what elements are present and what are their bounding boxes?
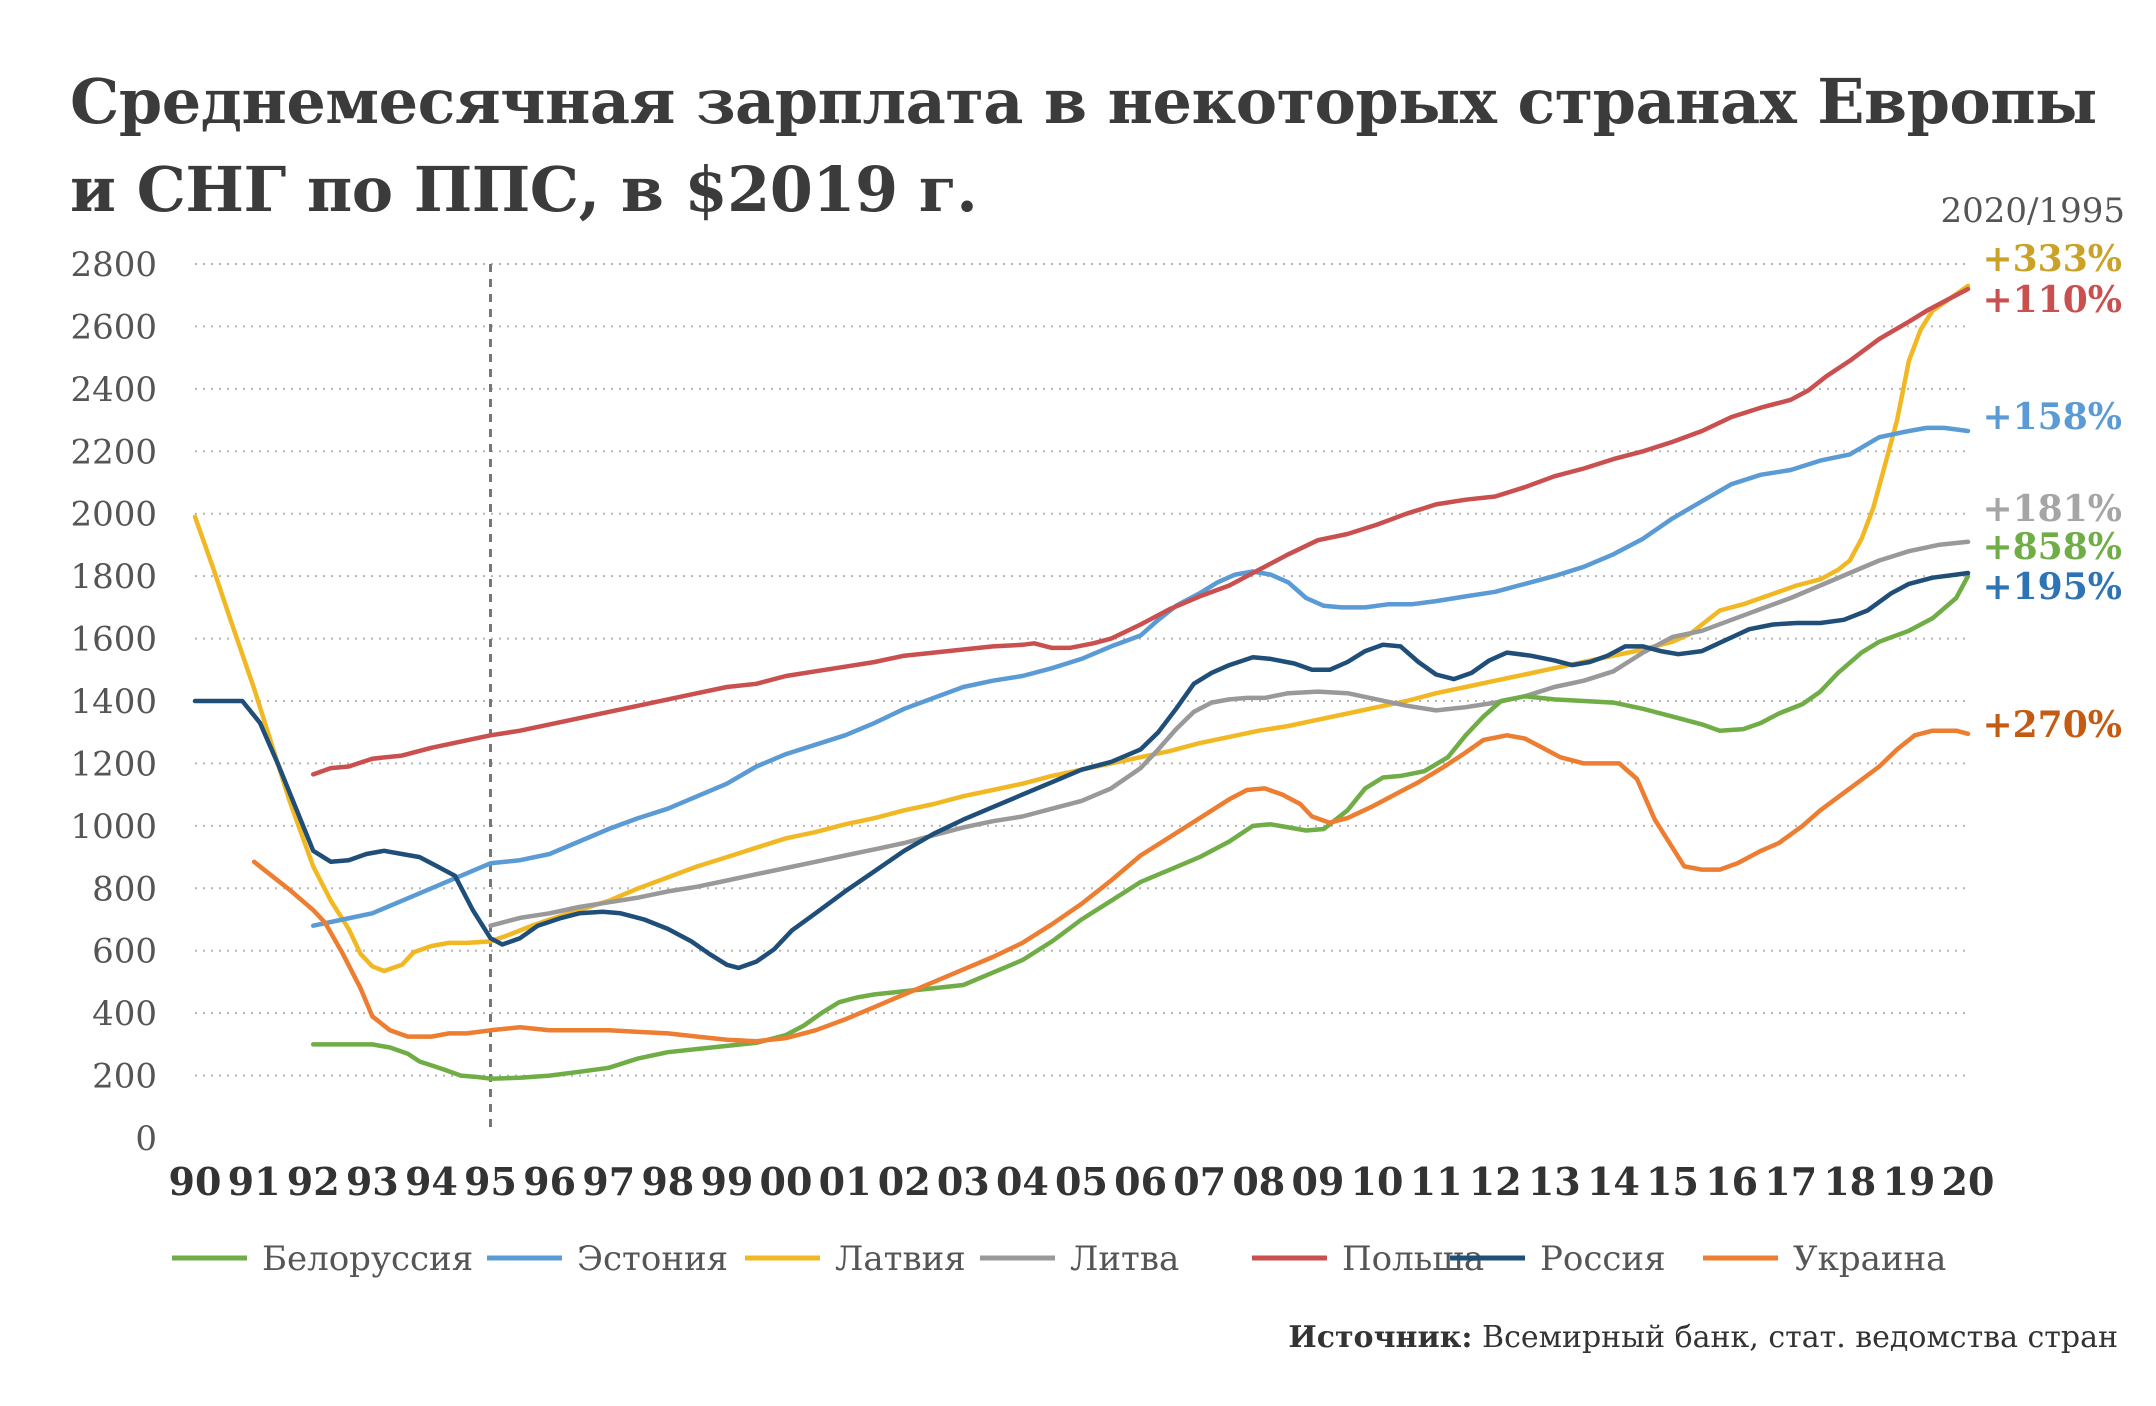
- x-tick-label: 10: [1351, 1159, 1404, 1204]
- change-label: +333%: [1982, 238, 2122, 280]
- series-line-Украина: [251, 728, 1971, 1044]
- change-label: +181%: [1982, 488, 2122, 530]
- x-tick-label: 02: [878, 1159, 931, 1204]
- x-tick-label: 12: [1469, 1159, 1522, 1204]
- y-tick-label: 400: [92, 994, 157, 1034]
- series-line-Польша: [310, 286, 1971, 777]
- x-tick-label: 14: [1587, 1159, 1640, 1204]
- change-header: 2020/1995: [1940, 191, 2125, 231]
- y-tick-label: 1800: [70, 557, 157, 597]
- gridlines: [195, 263, 1968, 1077]
- x-tick-label: 07: [1173, 1159, 1226, 1204]
- y-tick-label: 2800: [70, 245, 157, 285]
- x-tick-label: 20: [1942, 1159, 1995, 1204]
- x-tick-label: 95: [464, 1159, 517, 1204]
- legend-item-Белоруссия: Белоруссия: [172, 1239, 473, 1279]
- source-text: Всемирный банк, стат. ведомства стран: [1482, 1320, 2118, 1355]
- x-tick-label: 05: [1055, 1159, 1108, 1204]
- legend-item-Эстония: Эстония: [487, 1239, 728, 1279]
- legend-item-Украина: Украина: [1703, 1239, 1946, 1279]
- legend: Белоруссия Эстония Латвия Литва Польша Россия…: [172, 1239, 1946, 1279]
- x-tick-label: 99: [700, 1159, 753, 1204]
- x-tick-label: 01: [819, 1159, 872, 1204]
- series-line-Россия: [192, 570, 1971, 971]
- y-tick-label: 2000: [70, 495, 157, 535]
- y-tick-label: 1200: [70, 744, 157, 784]
- source-label: Источник:: [1288, 1320, 1473, 1355]
- legend-item-Латвия: Латвия: [745, 1239, 966, 1279]
- x-axis-ticks: 90 91 92 93 94 95 96 97 98 99 00 01 02 03 04 05 06 07 08 09…: [169, 1159, 1995, 1204]
- y-tick-label: 1000: [70, 807, 157, 847]
- series-lines: [192, 283, 1971, 1081]
- legend-item-Литва: Литва: [980, 1239, 1179, 1279]
- x-tick-label: 93: [346, 1159, 399, 1204]
- legend-label: Белоруссия: [262, 1239, 473, 1279]
- series-line-Белоруссия: [310, 573, 1971, 1081]
- legend-item-Польша: Польша: [1252, 1239, 1484, 1279]
- y-tick-label: 600: [92, 932, 157, 972]
- x-tick-label: 91: [228, 1159, 281, 1204]
- legend-label: Россия: [1540, 1239, 1666, 1279]
- y-tick-label: 1400: [70, 682, 157, 722]
- change-label: +858%: [1982, 526, 2122, 568]
- legend-item-Россия: Россия: [1450, 1239, 1666, 1279]
- legend-label: Литва: [1070, 1239, 1179, 1279]
- series-line-Литва: [488, 539, 1971, 928]
- x-tick-label: 03: [937, 1159, 990, 1204]
- y-axis-ticks: 0 200 400 600 800 1000 1200 1400 1600 1800 2000 220…: [70, 245, 157, 1159]
- legend-label: Латвия: [835, 1239, 966, 1279]
- y-tick-label: 0: [135, 1119, 157, 1159]
- change-label: +110%: [1982, 279, 2122, 321]
- x-tick-label: 15: [1646, 1159, 1699, 1204]
- x-tick-label: 13: [1528, 1159, 1581, 1204]
- x-tick-label: 06: [1114, 1159, 1167, 1204]
- change-label: +195%: [1982, 566, 2122, 608]
- x-tick-label: 09: [1291, 1159, 1344, 1204]
- y-tick-label: 2200: [70, 432, 157, 472]
- y-tick-label: 800: [92, 869, 157, 909]
- legend-label: Украина: [1793, 1239, 1946, 1279]
- legend-label: Эстония: [577, 1239, 728, 1279]
- x-tick-label: 94: [405, 1159, 458, 1204]
- source-note: Источник: Всемирный банк, стат. ведомств…: [1288, 1320, 2118, 1355]
- x-tick-label: 16: [1705, 1159, 1758, 1204]
- x-tick-label: 90: [169, 1159, 222, 1204]
- x-tick-label: 11: [1410, 1159, 1463, 1204]
- change-label: +158%: [1982, 396, 2122, 438]
- x-tick-label: 97: [582, 1159, 635, 1204]
- change-label: +270%: [1982, 704, 2122, 746]
- x-tick-label: 18: [1823, 1159, 1876, 1204]
- x-tick-label: 04: [996, 1159, 1049, 1204]
- y-tick-label: 200: [92, 1057, 157, 1097]
- y-tick-label: 2400: [70, 370, 157, 410]
- x-tick-label: 98: [641, 1159, 694, 1204]
- change-labels: +858% +158% +333% +181% +110% +195% +270%: [1982, 238, 2122, 746]
- x-tick-label: 00: [760, 1159, 813, 1204]
- x-tick-label: 92: [287, 1159, 340, 1204]
- chart-title: Среднемесячная зарплата в некоторых стра…: [70, 65, 2097, 226]
- x-tick-label: 08: [1232, 1159, 1285, 1204]
- y-tick-label: 2600: [70, 307, 157, 347]
- x-tick-label: 19: [1882, 1159, 1935, 1204]
- x-tick-label: 17: [1764, 1159, 1817, 1204]
- series-line-Эстония: [310, 425, 1971, 928]
- y-tick-label: 1600: [70, 620, 157, 660]
- x-tick-label: 96: [523, 1159, 576, 1204]
